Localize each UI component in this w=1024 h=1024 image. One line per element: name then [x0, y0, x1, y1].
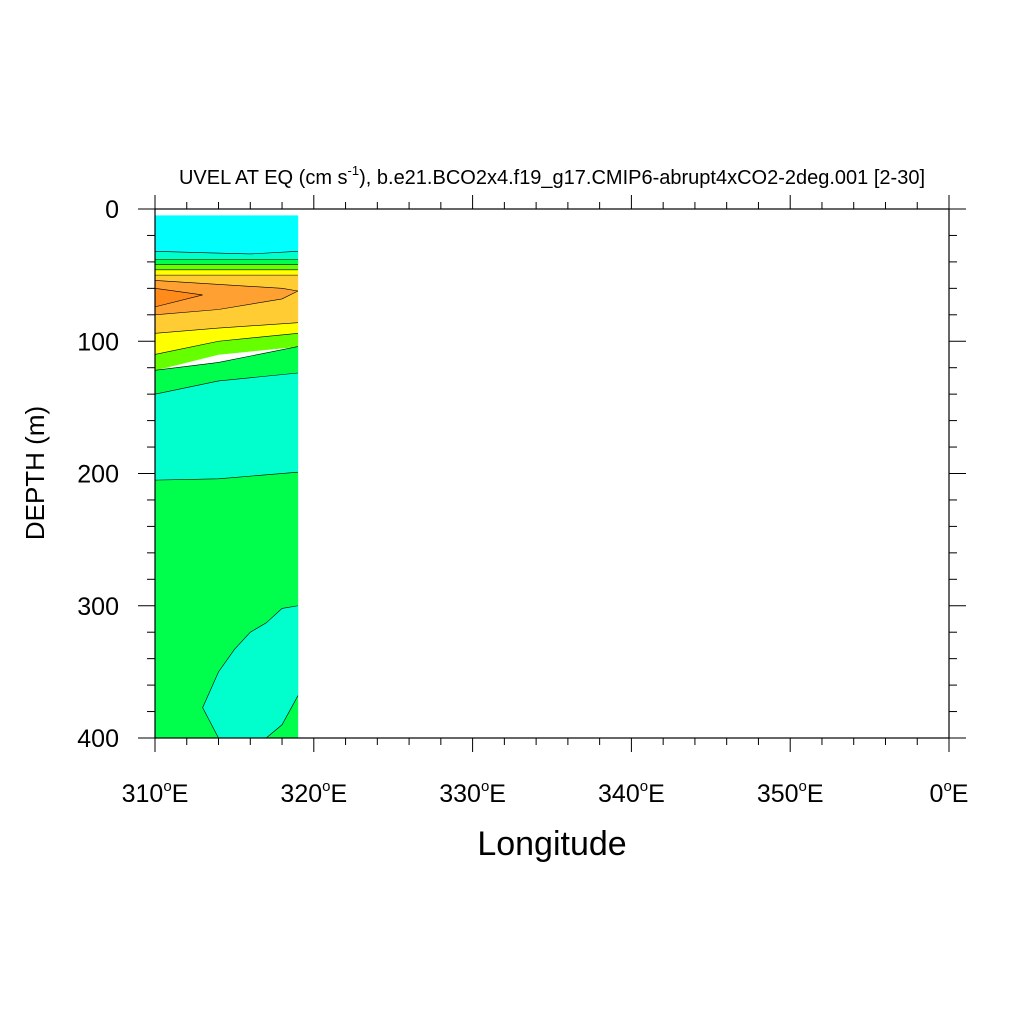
y-tick-label: 0: [105, 196, 119, 224]
axis-ticks: [138, 195, 966, 752]
x-tick-label: 330oE: [439, 778, 506, 808]
contour-line: [154, 280, 298, 292]
contour-lines: [154, 251, 299, 739]
contour-line: [265, 695, 299, 739]
contour-line: [154, 346, 298, 371]
y-tick-label: 200: [77, 461, 119, 489]
chart-title-superscript: -1: [348, 163, 360, 178]
contour-fill-lime: [154, 264, 299, 271]
y-tick-labels: 0 100 200 300 400: [77, 196, 119, 753]
contour-fill-cyan: [154, 215, 299, 255]
chart-title: UVEL AT EQ (cm s-1), b.e21.BCO2x4.f19_g1…: [179, 163, 925, 189]
contour-line: [202, 605, 298, 739]
y-tick-label: 400: [77, 725, 119, 753]
x-tick-labels: 310oE 320oE 330oE 340oE 350oE 0oE: [122, 778, 969, 808]
y-tick-label: 100: [77, 328, 119, 356]
contour-line: [154, 322, 298, 334]
contour-line: [154, 251, 298, 255]
x-axis-label: Longitude: [477, 825, 626, 863]
x-tick-label: 350oE: [757, 778, 824, 808]
y-axis-label: DEPTH (m): [20, 406, 50, 540]
contour-line: [154, 372, 298, 395]
contour-line: [154, 333, 298, 355]
x-tick-label: 310oE: [122, 778, 189, 808]
contour-line: [154, 288, 203, 308]
contour-fill-yellow: [154, 269, 299, 276]
contour-line: [154, 290, 299, 316]
contour-fills: [154, 215, 299, 739]
contour-fill-green: [154, 259, 299, 265]
x-tick-label: 340oE: [598, 778, 665, 808]
y-tick-label: 300: [77, 593, 119, 621]
x-tick-label: 0oE: [930, 778, 969, 808]
x-tick-label: 320oE: [280, 778, 347, 808]
contour-line: [154, 471, 298, 481]
